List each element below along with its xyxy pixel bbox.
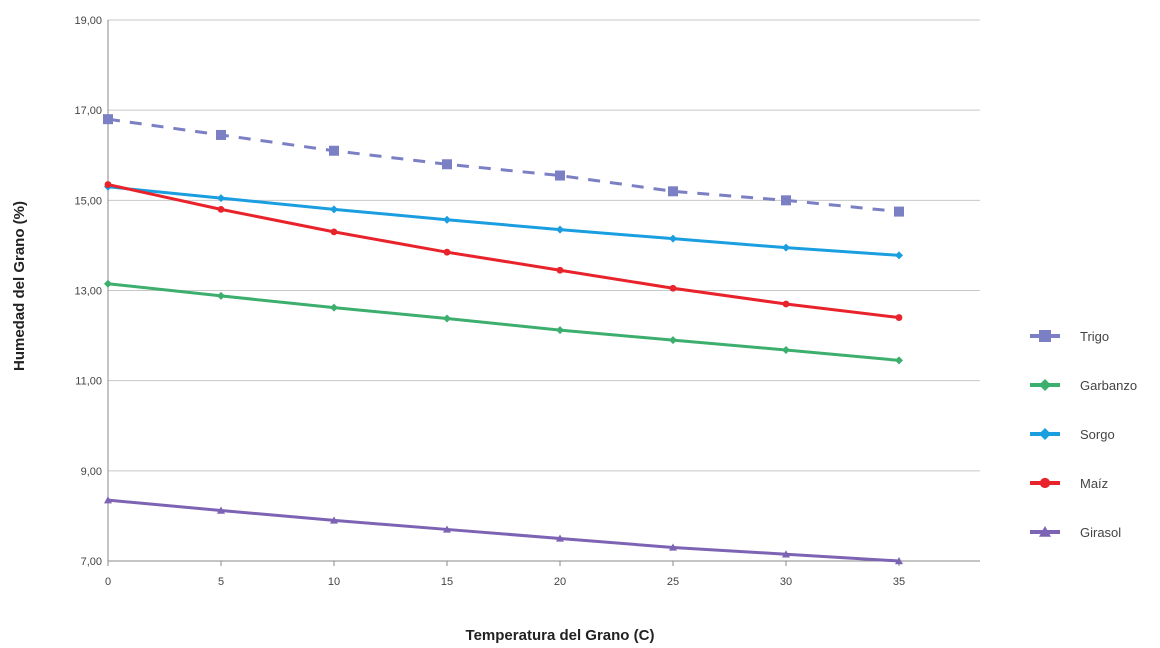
series-trigo	[103, 114, 904, 217]
data-point	[895, 314, 903, 321]
data-point	[894, 206, 904, 217]
data-point	[669, 543, 677, 551]
data-point	[782, 346, 790, 355]
data-point	[104, 181, 112, 188]
legend-marker	[1039, 330, 1051, 342]
y-tick-label: 19,00	[74, 15, 102, 27]
data-point	[895, 251, 903, 260]
data-point	[217, 506, 225, 514]
x-tick-label: 35	[893, 576, 905, 588]
series-line	[107, 282, 900, 362]
data-point	[443, 525, 451, 533]
legend-marker	[1039, 428, 1051, 440]
data-point	[104, 496, 112, 504]
y-tick-label: 7,00	[81, 556, 102, 568]
data-point	[556, 326, 564, 335]
data-point	[782, 243, 790, 252]
series-maíz	[104, 181, 903, 321]
x-tick-label: 10	[328, 576, 340, 588]
legend: Trigo Garbanzo Sorgo Maíz Girasol	[1030, 329, 1137, 540]
x-axis-title: Temperatura del Grano (C)	[466, 627, 655, 644]
legend-label: Maíz	[1080, 476, 1108, 491]
y-tick-label: 15,00	[74, 195, 102, 207]
axes: 7,00 9,00 11,00 13,00 15,00 17,00 19,00 0 5 10 15 2…	[74, 15, 980, 588]
data-point	[443, 248, 451, 256]
legend-label: Trigo	[1080, 329, 1109, 344]
data-point	[781, 195, 791, 206]
data-point	[330, 205, 338, 214]
data-point	[442, 159, 452, 170]
series-girasol	[104, 496, 903, 565]
data-point	[782, 300, 790, 308]
legend-label: Girasol	[1080, 525, 1121, 540]
x-tick-label: 30	[780, 576, 792, 588]
data-point	[330, 303, 338, 312]
legend-item-trigo: Trigo	[1030, 329, 1109, 344]
x-tick-label: 20	[554, 576, 566, 588]
legend-label: Garbanzo	[1080, 378, 1137, 393]
series-layer	[103, 114, 904, 565]
data-point	[104, 279, 112, 288]
data-point	[216, 129, 226, 140]
legend-label: Sorgo	[1080, 427, 1115, 442]
data-point	[556, 225, 564, 234]
data-point	[556, 534, 564, 542]
x-tick-label: 25	[667, 576, 679, 588]
x-tick-label: 5	[218, 576, 224, 588]
legend-item-maíz: Maíz	[1030, 476, 1108, 491]
legend-item-garbanzo: Garbanzo	[1030, 378, 1137, 393]
data-point	[556, 266, 564, 274]
data-point	[217, 291, 225, 300]
legend-item-sorgo: Sorgo	[1030, 427, 1115, 442]
legend-marker	[1039, 526, 1051, 537]
series-sorgo	[104, 182, 903, 260]
x-tick-label: 0	[105, 576, 111, 588]
series-line	[107, 498, 900, 563]
x-tick-label: 15	[441, 576, 453, 588]
data-point	[330, 516, 338, 524]
data-point	[669, 336, 677, 345]
data-point	[217, 194, 225, 203]
y-tick-label: 11,00	[75, 376, 102, 388]
data-point	[555, 170, 565, 181]
grid-lines	[108, 19, 980, 472]
legend-item-girasol: Girasol	[1030, 525, 1121, 540]
data-point	[329, 145, 339, 156]
y-axis-title: Humedad del Grano (%)	[11, 201, 28, 371]
series-line	[107, 117, 900, 214]
data-point	[895, 356, 903, 365]
legend-marker	[1039, 379, 1051, 391]
data-point	[443, 314, 451, 323]
data-point	[782, 550, 790, 558]
data-point	[443, 215, 451, 224]
series-garbanzo	[104, 279, 903, 365]
data-point	[669, 284, 677, 292]
data-point	[895, 557, 903, 565]
data-point	[103, 114, 113, 125]
data-point	[669, 234, 677, 243]
y-tick-label: 13,00	[74, 286, 102, 298]
data-point	[217, 205, 225, 213]
legend-marker	[1039, 477, 1051, 489]
data-point	[668, 186, 678, 197]
y-tick-label: 17,00	[74, 105, 102, 117]
y-tick-label: 9,00	[81, 466, 102, 478]
series-line	[107, 183, 900, 320]
data-point	[330, 228, 338, 236]
series-line	[107, 185, 900, 257]
